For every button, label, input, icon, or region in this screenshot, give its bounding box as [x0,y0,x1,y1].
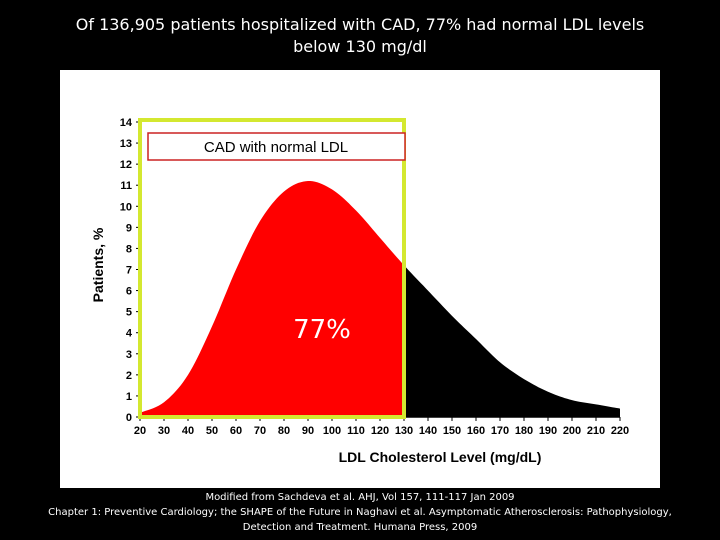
y-tick-label: 4 [126,328,133,340]
citation-line-2: Chapter 1: Preventive Cardiology; the SH… [48,507,672,518]
y-tick-label: 9 [126,222,132,234]
x-tick-label: 50 [206,425,218,437]
highlight-border [138,118,406,419]
citation-footer: Modified from Sachdeva et al. AHJ, Vol 1… [0,490,720,535]
x-tick-label: 160 [467,425,485,437]
citation-line-1: Modified from Sachdeva et al. AHJ, Vol 1… [205,492,515,503]
y-axis-label: Patients, % [90,227,106,302]
x-tick-label: 150 [443,425,461,437]
y-tick-label: 8 [126,243,132,255]
y-tick-label: 14 [120,117,133,129]
x-tick-label: 180 [515,425,533,437]
x-tick-label: 130 [395,425,413,437]
x-tick-label: 70 [254,425,266,437]
highlight-label: CAD with normal LDL [204,139,348,156]
slide-title: Of 136,905 patients hospitalized with CA… [40,14,680,58]
x-tick-label: 140 [419,425,437,437]
x-tick-label: 20 [134,425,146,437]
chart-panel: 0 1 2 3 4 5 6 7 8 9 10 11 12 13 14 20 30 40 50 60 70 80 90 100 1… [60,70,660,488]
highlight-label-box [147,132,406,161]
area-above-threshold [404,265,620,417]
x-tick-label: 110 [347,425,365,437]
y-tick-label: 11 [120,180,132,192]
y-tick-label: 5 [126,307,132,319]
x-tick-label: 210 [587,425,605,437]
y-tick-label: 3 [126,349,132,361]
citation-line-3: Detection and Treatment. Humana Press, 2… [242,522,478,533]
x-tick-label: 30 [158,425,170,437]
x-tick-label: 170 [491,425,509,437]
y-tick-label: 7 [126,265,132,277]
x-tick-label: 220 [611,425,629,437]
percent-label: 77% [293,315,351,345]
slide-title-line-2: below 130 mg/dl [293,37,427,56]
slide-title-line-1: Of 136,905 patients hospitalized with CA… [75,15,645,34]
x-tick-label: 190 [539,425,557,437]
y-tick-label: 6 [126,286,132,298]
y-tick-label: 1 [126,391,132,403]
area-normal-ldl [140,181,404,417]
y-tick-label: 0 [126,412,132,424]
x-axis-label: LDL Cholesterol Level (mg/dL) [339,449,542,465]
x-tick-label: 80 [278,425,290,437]
y-tick-label: 2 [126,370,132,382]
y-tick-label: 10 [120,201,132,213]
x-tick-label: 40 [182,425,194,437]
x-tick-label: 100 [323,425,341,437]
x-tick-label: 90 [302,425,314,437]
x-tick-label: 200 [563,425,581,437]
y-tick-label: 12 [120,159,132,171]
x-tick-label: 120 [371,425,389,437]
y-tick-label: 13 [120,138,132,150]
x-tick-label: 60 [230,425,242,437]
